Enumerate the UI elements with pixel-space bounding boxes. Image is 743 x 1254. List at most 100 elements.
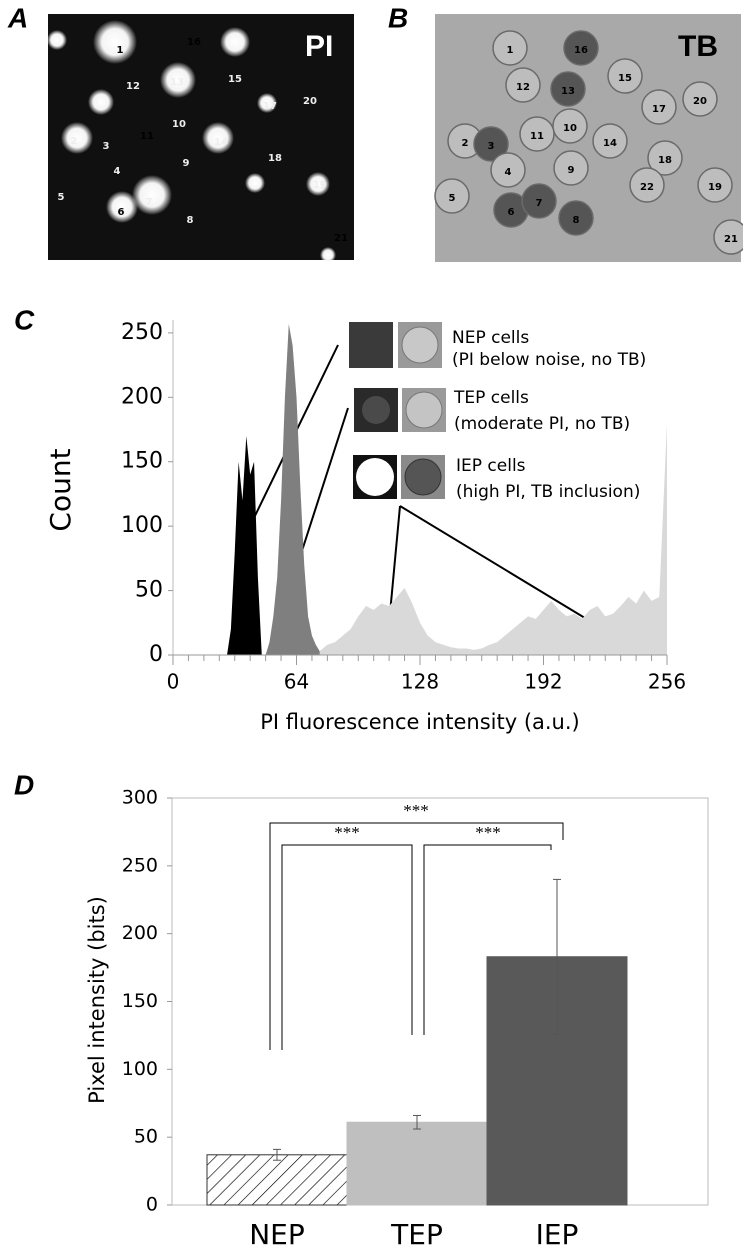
- cell: [553, 150, 589, 186]
- cell-label: 1: [507, 45, 514, 56]
- bar: [206, 1154, 348, 1206]
- y-tick-label: 50: [135, 578, 163, 603]
- cell-label: 15: [228, 74, 242, 85]
- cell-label: 3: [103, 141, 110, 152]
- cell-blob: [160, 62, 196, 98]
- y-tick-label: 0: [146, 1194, 158, 1216]
- cell: [521, 183, 557, 219]
- cell: [592, 123, 628, 159]
- cell-label: 20: [693, 96, 707, 107]
- y-tick-label: 50: [134, 1126, 158, 1148]
- cell: [552, 108, 588, 144]
- cell-label: 11: [140, 131, 154, 142]
- cell-blob: [88, 89, 114, 115]
- cell-label: 21: [724, 234, 738, 245]
- cell-label: 17: [652, 104, 666, 115]
- panel-letter: A: [7, 2, 28, 33]
- significance-bracket: [269, 822, 564, 1050]
- cell-label: 5: [449, 193, 456, 204]
- cell-label: 6: [508, 207, 515, 218]
- cell-label: 2: [71, 136, 78, 147]
- cell-label: 13: [170, 77, 184, 88]
- cell-label: 3: [488, 141, 495, 152]
- y-tick-label: 200: [122, 922, 158, 944]
- cell: [713, 219, 743, 255]
- cell-label: 18: [658, 155, 672, 166]
- cell-label: 8: [573, 215, 580, 226]
- panel-letter: D: [14, 769, 34, 800]
- cell-label: 20: [303, 96, 317, 107]
- cell: [607, 58, 643, 94]
- cell: [682, 81, 718, 117]
- annotation: (moderate PI, no TB): [454, 414, 630, 434]
- cell-label: 13: [561, 86, 575, 97]
- cell-label: 10: [563, 123, 577, 134]
- y-axis-label: Pixel intensity (bits): [85, 896, 109, 1104]
- cell-label: 12: [126, 81, 140, 92]
- significance-bracket: [423, 844, 552, 1035]
- x-axis-label: PI fluorescence intensity (a.u.): [260, 710, 580, 734]
- cell: [492, 30, 528, 66]
- cell-label: 12: [516, 82, 530, 93]
- cell: [550, 71, 586, 107]
- cell-label: 14: [603, 138, 617, 149]
- annotation: NEP cells: [452, 328, 529, 348]
- y-tick-label: 100: [121, 513, 163, 538]
- cell: [505, 67, 541, 103]
- histogram-area: [265, 323, 324, 655]
- significance-bracket: [281, 844, 413, 1050]
- annotation: (PI below noise, no TB): [452, 350, 646, 370]
- cell-blob: [47, 30, 67, 50]
- cell-label: 19: [708, 182, 722, 193]
- cell-blob: [257, 93, 277, 113]
- cell: [434, 178, 470, 214]
- cell-label: 8: [187, 215, 194, 226]
- histogram-area: [319, 423, 667, 655]
- cell-label: 16: [574, 45, 588, 56]
- cell-label: 7: [146, 197, 153, 208]
- cell-label: 17: [263, 101, 277, 112]
- significance-label: ***: [334, 823, 360, 842]
- y-axis-label: Count: [44, 448, 77, 531]
- cell-label: 21: [334, 233, 348, 244]
- cell-blob: [320, 247, 336, 263]
- inset-thumbnails: [349, 322, 446, 499]
- cell: [647, 140, 683, 176]
- significance-label: ***: [475, 823, 501, 842]
- cell: [473, 126, 509, 162]
- panel-letter: B: [388, 2, 408, 33]
- cell-label: 4: [505, 167, 512, 178]
- cell-blob: [106, 191, 138, 223]
- cell-blob: [93, 20, 137, 64]
- x-tick-label: TEP: [390, 1218, 443, 1251]
- y-tick-label: 250: [122, 854, 158, 876]
- cell-label: 15: [618, 73, 632, 84]
- significance-label: ***: [403, 801, 429, 820]
- cell-label: 5: [58, 192, 65, 203]
- x-tick-label: 256: [648, 670, 686, 694]
- cell: [697, 167, 733, 203]
- x-tick-label: 0: [167, 670, 180, 694]
- cell-blob: [61, 122, 93, 154]
- cell: [490, 152, 526, 188]
- cell-label: 9: [568, 165, 575, 176]
- y-tick-label: 250: [121, 320, 163, 345]
- cell-blob: [245, 173, 265, 193]
- cell-label: 16: [187, 37, 201, 48]
- x-tick-label: 192: [524, 670, 562, 694]
- cell-label: 2: [462, 138, 469, 149]
- panel-letter: C: [14, 304, 35, 335]
- cell-label: 14: [214, 137, 228, 148]
- histogram-area: [227, 435, 262, 655]
- cell: [641, 89, 677, 125]
- cell: [563, 30, 599, 66]
- cell-label: 10: [172, 119, 186, 130]
- cell-label: 18: [268, 153, 282, 164]
- y-tick-label: 150: [122, 990, 158, 1012]
- x-tick-label: 128: [401, 670, 439, 694]
- image-label: PI: [305, 30, 333, 63]
- x-tick-label: 64: [284, 670, 309, 694]
- cell-label: 7: [536, 198, 543, 209]
- y-tick-label: 300: [122, 787, 158, 809]
